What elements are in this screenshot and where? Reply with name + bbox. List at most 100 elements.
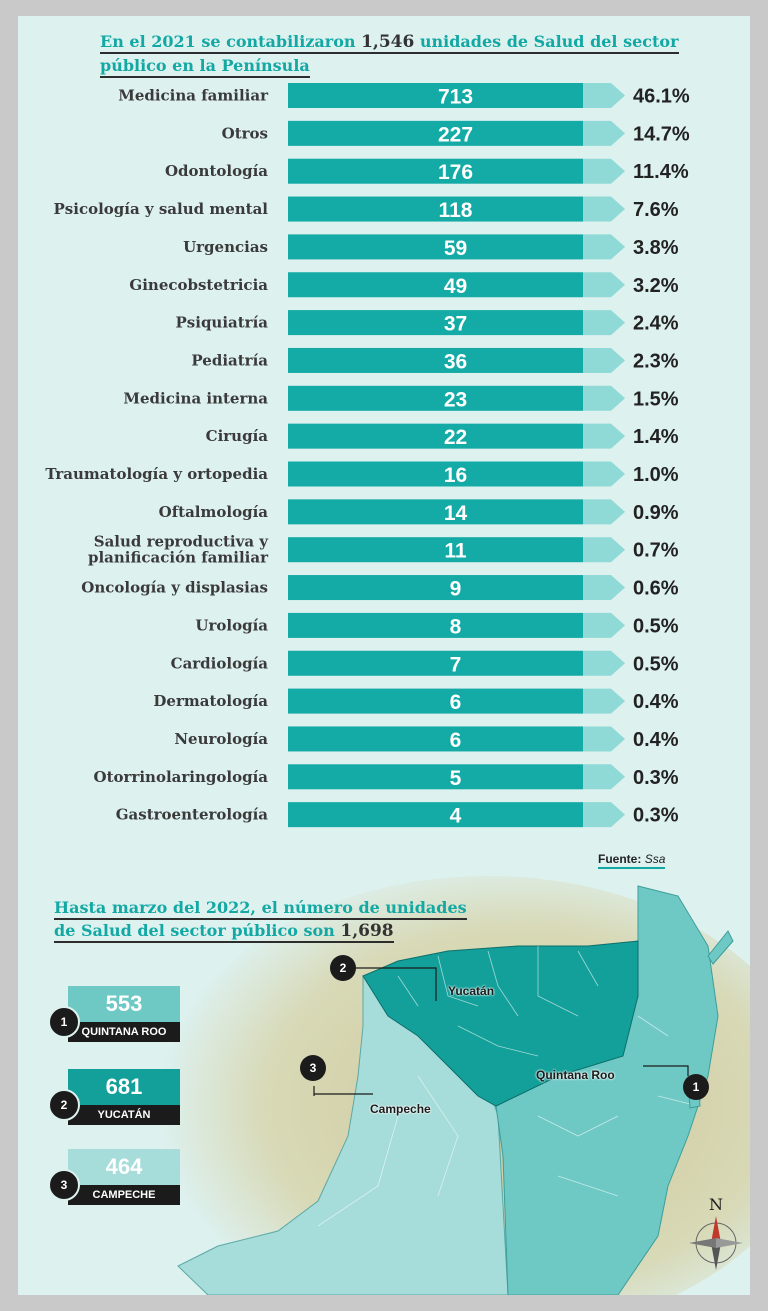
category-label: Gastroenterología [116, 806, 269, 824]
percent-label: 0.9% [633, 502, 679, 524]
percent-label: 14.7% [633, 123, 690, 145]
legend-quintana-roo: 553 QUINTANA ROO 1 [48, 986, 208, 1046]
category-label: Otros [222, 124, 268, 142]
top-title: En el 2021 se contabilizaron 1,546 unida… [100, 30, 679, 78]
bar-value-label: 22 [444, 426, 467, 449]
bar-arrow [583, 158, 625, 184]
compass-icon: N [689, 1196, 743, 1270]
legend-quintana-roo-value: 553 [68, 986, 180, 1022]
legend-yucatan-value: 681 [68, 1069, 180, 1105]
bottom-title-part1: de Salud del sector público son [54, 921, 335, 943]
bar [288, 423, 583, 449]
bar-chart: Medicina familiar 713 46.1%Otros 227 14.7%Od… [45, 83, 690, 828]
bar-value-label: 6 [450, 691, 462, 714]
category-label: Odontología [165, 162, 268, 180]
source-label: Fuente: [598, 852, 642, 866]
bar-arrow [583, 196, 625, 222]
category-label: Cirugía [206, 427, 269, 445]
source-name: Ssa [644, 852, 666, 866]
bar [288, 347, 583, 373]
bar-arrow [583, 120, 625, 146]
bar [288, 120, 583, 146]
compass-north-label: N [709, 1196, 723, 1214]
legend-yucatan: 681 YUCATÁN 2 [48, 1069, 208, 1129]
bar [288, 688, 583, 714]
bar-arrow [583, 650, 625, 676]
bar-value-label: 37 [444, 313, 467, 336]
bar-value-label: 23 [444, 388, 467, 411]
category-label: Salud reproductiva y [94, 533, 270, 551]
bar-value-label: 14 [444, 502, 468, 525]
legend-yucatan-number: 2 [48, 1089, 80, 1121]
bar-value-label: 36 [444, 350, 467, 373]
legend-quintana-roo-name: QUINTANA ROO [68, 1022, 180, 1042]
category-label: Oftalmología [159, 503, 269, 521]
percent-label: 0.5% [633, 653, 679, 675]
category-label: Cardiología [171, 654, 269, 672]
bar [288, 272, 583, 298]
bar-value-label: 118 [439, 199, 473, 222]
peninsula-map [158, 876, 750, 1295]
bar-value-label: 713 [438, 86, 473, 109]
bar-arrow [583, 764, 625, 790]
bar-arrow [583, 310, 625, 336]
bar-arrow [583, 347, 625, 373]
percent-label: 1.0% [633, 464, 679, 486]
percent-label: 0.7% [633, 540, 679, 562]
category-label: Medicina interna [123, 389, 268, 407]
percent-label: 3.8% [633, 237, 679, 259]
percent-label: 0.4% [633, 691, 679, 713]
legend-campeche: 464 CAMPECHE 3 [48, 1149, 208, 1209]
bar-value-label: 6 [450, 729, 462, 752]
percent-label: 0.5% [633, 615, 679, 637]
category-label: Psiquiatría [176, 314, 269, 332]
percent-label: 1.4% [633, 426, 679, 448]
bar [288, 764, 583, 790]
bar-arrow [583, 575, 625, 601]
bar-value-label: 8 [450, 615, 462, 638]
bar-arrow [583, 385, 625, 411]
map-label-yucatan: Yucatán [448, 984, 495, 998]
bar-arrow [583, 461, 625, 487]
percent-label: 2.3% [633, 350, 679, 372]
top-title-line2: público en la Península [100, 56, 310, 78]
percent-label: 7.6% [633, 199, 679, 221]
percent-label: 0.3% [633, 767, 679, 789]
bar-arrow [583, 234, 625, 260]
bar-value-label: 176 [438, 161, 473, 184]
callout-lines [313, 967, 689, 1096]
yucatan-region [362, 940, 639, 1107]
bar-value-label: 227 [438, 123, 473, 146]
map-callout-yucatan: 2 [330, 955, 356, 981]
bar-value-label: 59 [444, 237, 467, 260]
bar-value-label: 49 [444, 275, 467, 298]
bar-value-label: 16 [444, 464, 467, 487]
bar-arrow [583, 499, 625, 525]
category-label: Psicología y salud mental [54, 200, 269, 218]
category-label: Ginecobstetricia [129, 276, 268, 294]
municipal-borders [317, 946, 699, 1227]
top-title-part2: unidades de Salud del sector [419, 32, 679, 54]
percent-label: 0.4% [633, 729, 679, 751]
category-label: Pediatría [191, 351, 268, 369]
category-label: Medicina familiar [118, 87, 269, 105]
category-label: Otorrinolaringología [94, 768, 269, 786]
bar-arrow [583, 802, 625, 828]
legend-campeche-number: 3 [48, 1169, 80, 1201]
category-label: Urología [195, 616, 268, 634]
percent-label: 11.4% [633, 161, 689, 183]
legend-quintana-roo-number: 1 [48, 1006, 80, 1038]
bar [288, 461, 583, 487]
bar-value-label: 7 [450, 653, 462, 676]
percent-label: 2.4% [633, 313, 679, 335]
bar [288, 158, 583, 184]
legend-campeche-value: 464 [68, 1149, 180, 1185]
bar-arrow [583, 612, 625, 638]
bar [288, 385, 583, 411]
bottom-title: Hasta marzo del 2022, el número de unida… [54, 896, 467, 943]
bottom-title-number: 1,698 [340, 921, 394, 941]
category-label: Oncología y displasias [81, 579, 268, 597]
source-note: Fuente: Ssa [598, 852, 666, 869]
legend-campeche-name: CAMPECHE [68, 1185, 180, 1205]
map-label-quintana-roo: Quintana Roo [536, 1068, 615, 1082]
